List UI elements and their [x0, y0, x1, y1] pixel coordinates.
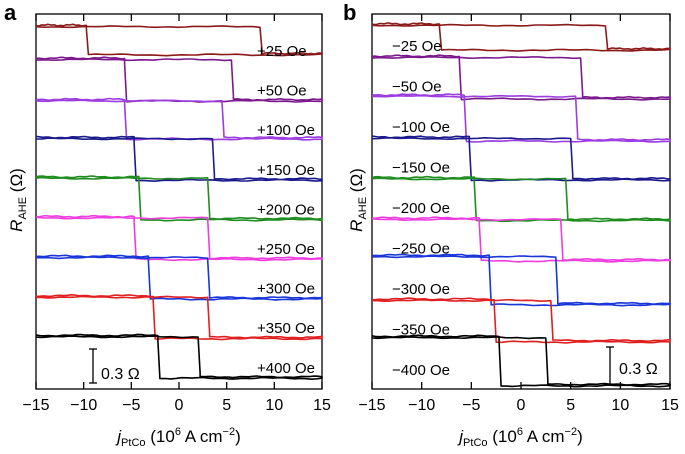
panel-a-x-tick-label: −5: [122, 397, 140, 414]
panel-b-field-label: −25 Oe: [392, 38, 442, 55]
panel-b-field-label: −350 Oe: [392, 322, 450, 339]
panel-a-field-label: +25 Oe: [257, 43, 307, 60]
panel-b-field-label: −200 Oe: [392, 200, 450, 217]
panel-b-series-line: [371, 216, 671, 263]
panel-b-series: [371, 22, 671, 388]
panel-a-series-line: [35, 294, 323, 341]
panel-a-field-labels: +25 Oe +50 Oe +100 Oe +150 Oe +200 Oe +250 Oe…: [257, 43, 315, 377]
panel-a-x-tick-label: 15: [313, 397, 331, 414]
panel-b-field-labels: −25 Oe −50 Oe −100 Oe −150 Oe −200 Oe −250 Oe…: [392, 38, 450, 379]
panel-b-field-label: −250 Oe: [392, 241, 450, 258]
panel-b-letter: b: [343, 0, 356, 25]
panel-b-x-tick-label: −5: [462, 397, 480, 414]
panel-a-letter: a: [4, 0, 17, 25]
panel-b-x-tick-label: 5: [566, 397, 575, 414]
panel-a-series: [35, 23, 323, 380]
panel-b-series-line: [371, 175, 671, 223]
panel-a: a +25 Oe +50 Oe +100 Oe +150 Oe +200 Oe +250 …: [4, 0, 331, 449]
panel-b-y-axis-label: RAHE (Ω): [347, 168, 369, 232]
panel-b-series-line: [371, 93, 671, 143]
panel-b-x-tick-label: −10: [408, 397, 435, 414]
panel-b-series-line: [371, 54, 671, 101]
panel-b-series-line: [371, 22, 671, 52]
panel-a-x-tick-label: 0: [175, 397, 184, 414]
panel-b-field-label: −300 Oe: [392, 281, 450, 298]
panel-a-y-axis-label: RAHE (Ω): [7, 168, 29, 232]
panel-b-field-label: −100 Oe: [392, 119, 450, 136]
panel-b-field-label: −50 Oe: [392, 79, 442, 96]
panel-b-scale-bar-label: 0.3 Ω: [619, 361, 658, 378]
panel-a-scale-bar-label: 0.3 Ω: [101, 366, 140, 383]
panel-b-x-tick-label: 10: [611, 397, 629, 414]
panel-b-scale-bar: 0.3 Ω: [606, 346, 658, 386]
panel-b-field-label: −150 Oe: [392, 160, 450, 177]
panel-a-field-label: +200 Oe: [257, 201, 315, 218]
panel-a-scale-bar: 0.3 Ω: [89, 348, 140, 384]
panel-a-series-line: [35, 333, 323, 380]
panel-a-series-line: [35, 214, 323, 262]
panel-b-series-line: [371, 253, 671, 307]
panel-a-series-line: [35, 175, 323, 222]
panel-b-series-line: [371, 297, 671, 344]
panel-b-x-tick-label: 0: [517, 397, 526, 414]
panel-b-series-line: [371, 135, 671, 182]
panel-a-series-line: [35, 254, 323, 301]
panel-a-x-tick-label: −10: [70, 397, 97, 414]
panel-a-x-tick-label: 10: [265, 397, 283, 414]
panel-b: b −25 Oe −50 Oe −100 Oe −150 Oe −200 Oe −250 …: [343, 0, 679, 449]
panel-b-x-tick-label: −15: [358, 397, 385, 414]
panel-a-field-label: +100 Oe: [257, 122, 315, 139]
panel-a-x-ticks: −15 −10 −5 0 5 10 15: [22, 14, 331, 414]
panel-a-series-line: [35, 135, 323, 182]
panel-a-series-line: [35, 56, 323, 103]
panel-a-field-label: +350 Oe: [257, 320, 315, 337]
panel-a-series-line: [35, 23, 323, 57]
panel-b-x-ticks: −15 −10 −5 0 5 10 15: [358, 14, 679, 414]
panel-a-x-axis-label: jPtCo (106 A cm−2): [115, 426, 240, 449]
panel-a-field-label: +400 Oe: [257, 360, 315, 377]
panel-b-x-tick-label: 15: [661, 397, 679, 414]
panel-a-field-label: +50 Oe: [257, 83, 307, 100]
panel-a-field-label: +250 Oe: [257, 241, 315, 258]
panel-a-x-tick-label: 5: [222, 397, 231, 414]
panel-b-x-axis-label: jPtCo (106 A cm−2): [457, 426, 582, 449]
panel-a-series-line: [35, 97, 323, 141]
panel-b-field-label: −400 Oe: [392, 362, 450, 379]
panel-a-x-tick-label: −15: [22, 397, 49, 414]
panel-a-field-label: +150 Oe: [257, 162, 315, 179]
panel-a-field-label: +300 Oe: [257, 281, 315, 298]
